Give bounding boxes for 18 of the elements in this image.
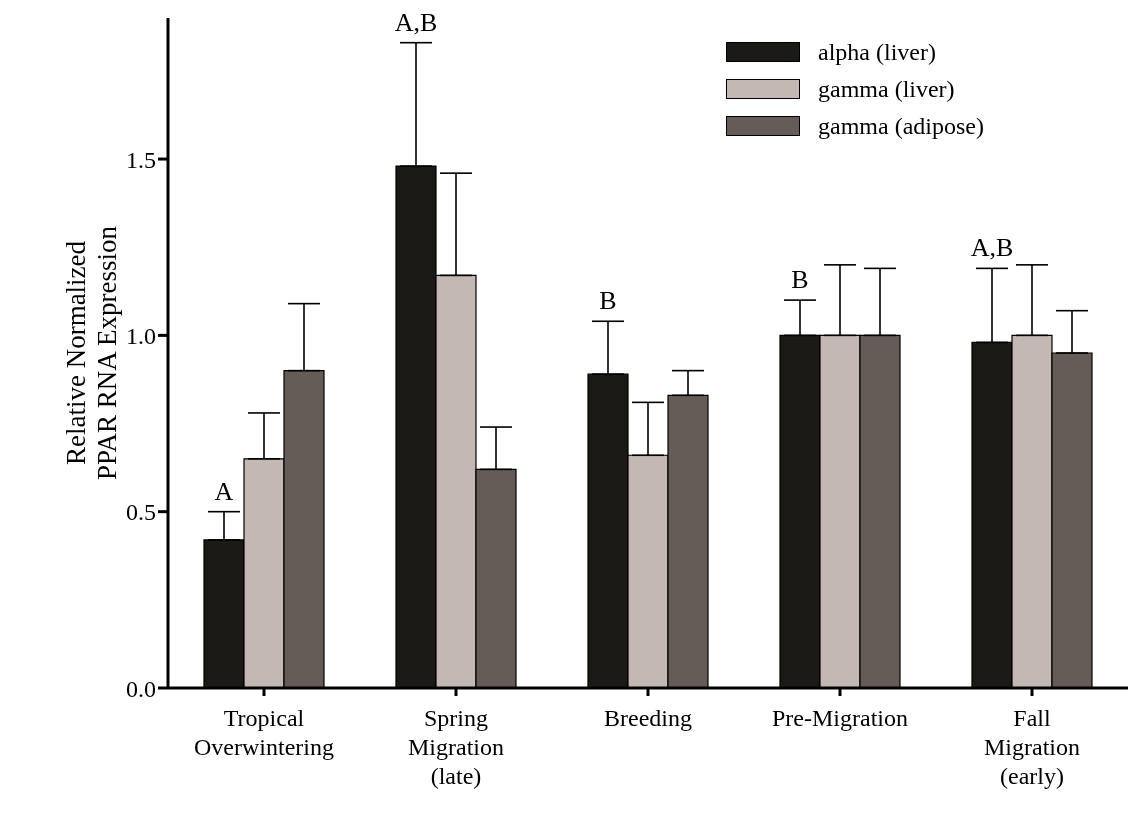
annotation: A,B [394,7,438,37]
legend-label: gamma (liver) [818,74,955,104]
annotation: A,B [970,233,1014,263]
x-tick-label: Breeding [604,705,692,731]
y-axis-title: Relative Normalized PPAR RNA Expression [60,225,122,481]
legend-label: gamma (adipose) [818,111,984,141]
x-tick-label: Pre-Migration [772,705,908,731]
y-tick-label: 0.5 [126,499,156,526]
y-tick-label: 1.0 [126,322,156,349]
annotation: B [599,286,617,316]
y-tick-label: 1.5 [126,146,156,173]
annotation: A [214,476,234,506]
legend-label: alpha (liver) [818,37,936,67]
x-tick-label: Tropical Overwintering [194,705,334,760]
x-tick-label: Spring Migration (late) [408,705,504,789]
y-tick-label: 0.0 [126,675,156,702]
annotation: B [791,265,809,295]
x-tick-label: Fall Migration (early) [984,705,1080,789]
